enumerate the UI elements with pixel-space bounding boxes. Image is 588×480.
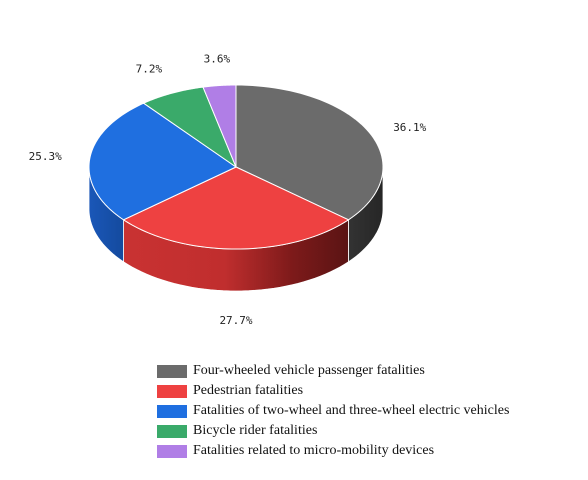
pie-chart: 36.1% 27.7% 25.3% 7.2% 3.6% bbox=[29, 53, 427, 327]
data-label: 36.1% bbox=[393, 121, 426, 134]
data-label: 3.6% bbox=[204, 53, 231, 66]
legend-swatch bbox=[157, 444, 187, 458]
legend-swatch bbox=[157, 404, 187, 418]
legend-label: Pedestrian fatalities bbox=[193, 383, 304, 398]
legend-item: Four-wheeled vehicle passenger fatalitie… bbox=[157, 361, 509, 381]
pie-slice bbox=[202, 84, 237, 168]
pie-slice bbox=[123, 166, 349, 250]
legend-item: Fatalities of two-wheel and three-wheel … bbox=[157, 401, 509, 421]
legend-swatch bbox=[157, 364, 187, 378]
legend-item: Bicycle rider fatalities bbox=[157, 421, 509, 441]
legend-swatch bbox=[157, 424, 187, 438]
legend-label: Four-wheeled vehicle passenger fatalitie… bbox=[193, 363, 425, 378]
legend-swatch bbox=[157, 384, 187, 398]
data-label: 25.3% bbox=[29, 150, 62, 163]
data-label: 7.2% bbox=[136, 62, 163, 75]
pie-slice bbox=[143, 86, 237, 168]
legend-label: Fatalities of two-wheel and three-wheel … bbox=[193, 403, 510, 418]
legend-label: Fatalities related to micro-mobility dev… bbox=[193, 443, 435, 458]
data-label: 27.7% bbox=[219, 314, 252, 327]
legend-item: Fatalities related to micro-mobility dev… bbox=[157, 441, 509, 461]
legend-item: Pedestrian fatalities bbox=[157, 381, 509, 401]
pie-slice bbox=[235, 84, 384, 221]
chart-legend: Four-wheeled vehicle passenger fatalitie… bbox=[157, 361, 509, 461]
pie-slice bbox=[88, 102, 237, 221]
legend-label: Bicycle rider fatalities bbox=[193, 423, 318, 438]
